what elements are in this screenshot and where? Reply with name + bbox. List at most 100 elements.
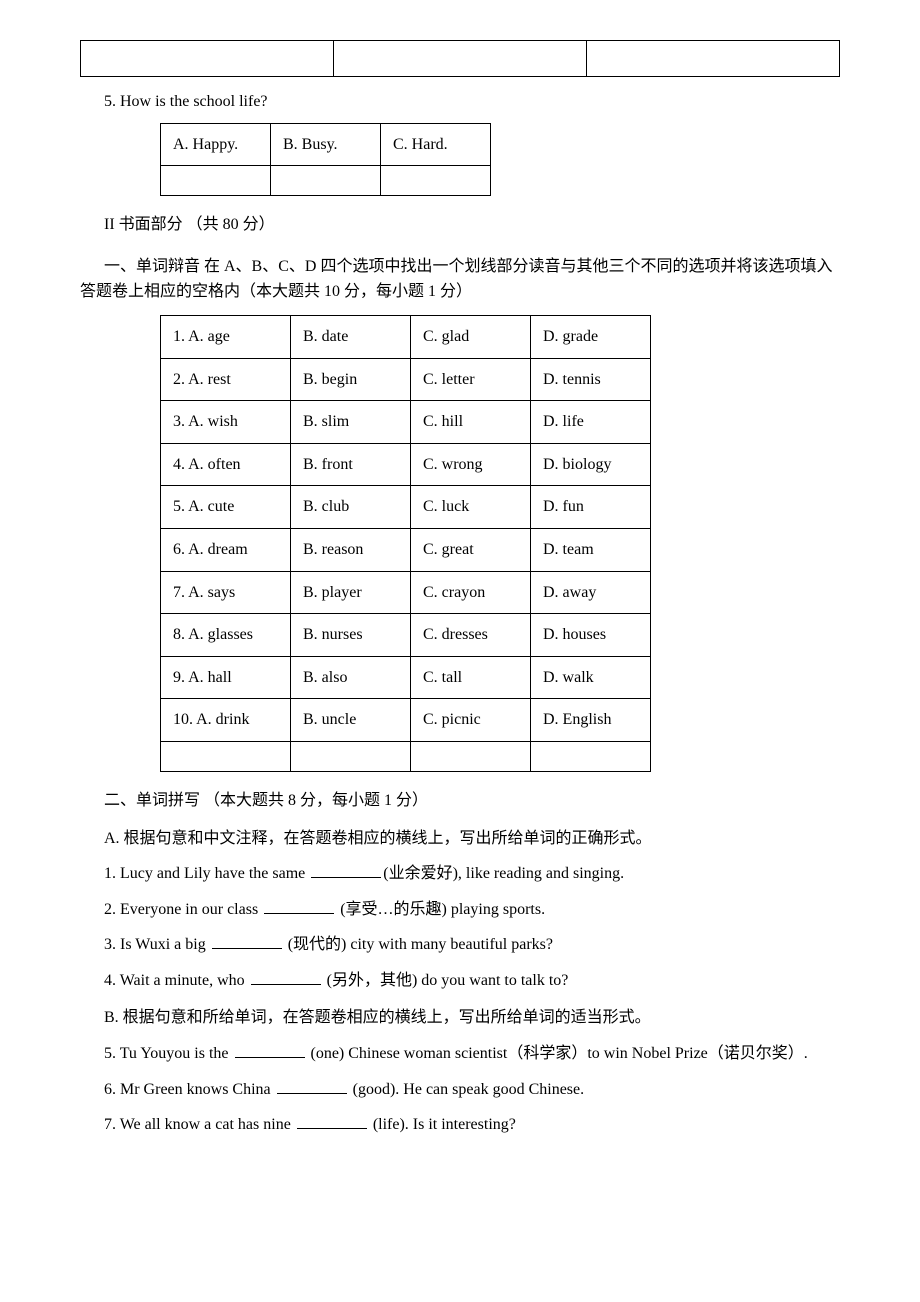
phonics-cell: B. club	[291, 486, 411, 529]
q5-text: 5. How is the school life?	[104, 89, 840, 115]
q5-option-a: A. Happy.	[161, 123, 271, 166]
table-row: 1. A. age B. date C. glad D. grade	[161, 315, 651, 358]
phonics-section-title: 一、单词辩音 在 A、B、C、D 四个选项中找出一个划线部分读音与其他三个不同的…	[80, 254, 840, 305]
phonics-cell: C. picnic	[411, 699, 531, 742]
phonics-cell: B. also	[291, 656, 411, 699]
empty-cell	[161, 741, 291, 771]
phonics-table: 1. A. age B. date C. glad D. grade 2. A.…	[160, 315, 651, 772]
q4-part-a: 4. Wait a minute, who	[104, 972, 249, 989]
q5-options-table: A. Happy. B. Busy. C. Hard.	[160, 123, 491, 197]
empty-cell	[531, 741, 651, 771]
empty-cell	[411, 741, 531, 771]
phonics-cell: D. life	[531, 401, 651, 444]
phonics-cell: C. tall	[411, 656, 531, 699]
section2-title: II 书面部分 （共 80 分）	[104, 212, 840, 238]
phonics-cell: 5. A. cute	[161, 486, 291, 529]
q6-part-a: 6. Mr Green knows China	[104, 1081, 275, 1098]
phonics-cell: C. great	[411, 528, 531, 571]
phonics-cell: D. English	[531, 699, 651, 742]
phonics-cell: 10. A. drink	[161, 699, 291, 742]
phonics-cell: 3. A. wish	[161, 401, 291, 444]
q5-option-c: C. Hard.	[381, 123, 491, 166]
phonics-cell: B. date	[291, 315, 411, 358]
phonics-cell: 1. A. age	[161, 315, 291, 358]
top-empty-table	[80, 40, 840, 77]
phonics-cell: D. away	[531, 571, 651, 614]
phonics-cell: D. grade	[531, 315, 651, 358]
phonics-cell: D. biology	[531, 443, 651, 486]
q1-part-b: (业余爱好), like reading and singing.	[383, 865, 624, 882]
phonics-cell: B. slim	[291, 401, 411, 444]
phonics-cell: D. walk	[531, 656, 651, 699]
table-row: 4. A. often B. front C. wrong D. biology	[161, 443, 651, 486]
empty-cell	[81, 41, 334, 77]
q5-option-b: B. Busy.	[271, 123, 381, 166]
empty-cell	[381, 166, 491, 196]
phonics-cell: C. luck	[411, 486, 531, 529]
phonics-cell: B. reason	[291, 528, 411, 571]
q7-part-b: (life). Is it interesting?	[369, 1116, 516, 1133]
spelling-q1: 1. Lucy and Lily have the same (业余爱好), l…	[104, 861, 840, 887]
spelling-q4: 4. Wait a minute, who (另外，其他) do you wan…	[104, 968, 840, 994]
table-row: 10. A. drink B. uncle C. picnic D. Engli…	[161, 699, 651, 742]
spelling-section-title: 二、单词拼写 （本大题共 8 分，每小题 1 分）	[104, 788, 840, 814]
empty-cell	[271, 166, 381, 196]
table-row: 2. A. rest B. begin C. letter D. tennis	[161, 358, 651, 401]
phonics-cell: D. fun	[531, 486, 651, 529]
q5-part-a: 5. Tu Youyou is the	[104, 1045, 233, 1062]
table-row: 9. A. hall B. also C. tall D. walk	[161, 656, 651, 699]
spelling-q3: 3. Is Wuxi a big (现代的) city with many be…	[104, 932, 840, 958]
phonics-cell: C. dresses	[411, 614, 531, 657]
phonics-cell: B. begin	[291, 358, 411, 401]
blank[interactable]	[251, 984, 321, 985]
phonics-cell: D. team	[531, 528, 651, 571]
blank[interactable]	[212, 948, 282, 949]
phonics-cell: 6. A. dream	[161, 528, 291, 571]
phonics-cell: 7. A. says	[161, 571, 291, 614]
empty-cell	[587, 41, 840, 77]
blank[interactable]	[311, 877, 381, 878]
spelling-q2: 2. Everyone in our class (享受…的乐趣) playin…	[104, 897, 840, 923]
phonics-cell: C. glad	[411, 315, 531, 358]
blank[interactable]	[277, 1093, 347, 1094]
spelling-sub-a: A. 根据句意和中文注释，在答题卷相应的横线上，写出所给单词的正确形式。	[104, 826, 840, 852]
phonics-cell: C. hill	[411, 401, 531, 444]
phonics-cell: 2. A. rest	[161, 358, 291, 401]
table-row: 6. A. dream B. reason C. great D. team	[161, 528, 651, 571]
q6-part-b: (good). He can speak good Chinese.	[349, 1081, 585, 1098]
q4-part-b: (另外，其他) do you want to talk to?	[323, 972, 569, 989]
spelling-q6: 6. Mr Green knows China (good). He can s…	[104, 1077, 840, 1103]
q1-part-a: 1. Lucy and Lily have the same	[104, 865, 309, 882]
phonics-cell: B. nurses	[291, 614, 411, 657]
q2-part-a: 2. Everyone in our class	[104, 901, 262, 918]
phonics-cell: 9. A. hall	[161, 656, 291, 699]
q3-part-b: (现代的) city with many beautiful parks?	[284, 936, 553, 953]
phonics-cell: C. letter	[411, 358, 531, 401]
table-row: 8. A. glasses B. nurses C. dresses D. ho…	[161, 614, 651, 657]
empty-cell	[334, 41, 587, 77]
table-row: 7. A. says B. player C. crayon D. away	[161, 571, 651, 614]
phonics-cell: B. uncle	[291, 699, 411, 742]
phonics-cell: 8. A. glasses	[161, 614, 291, 657]
q2-part-b: (享受…的乐趣) playing sports.	[336, 901, 545, 918]
blank[interactable]	[297, 1128, 367, 1129]
phonics-cell: D. tennis	[531, 358, 651, 401]
phonics-cell: B. player	[291, 571, 411, 614]
spelling-q7: 7. We all know a cat has nine (life). Is…	[104, 1112, 840, 1138]
phonics-cell: C. wrong	[411, 443, 531, 486]
q3-part-a: 3. Is Wuxi a big	[104, 936, 210, 953]
table-row	[161, 741, 651, 771]
table-row: 5. A. cute B. club C. luck D. fun	[161, 486, 651, 529]
blank[interactable]	[264, 913, 334, 914]
blank[interactable]	[235, 1057, 305, 1058]
spelling-q5: 5. Tu Youyou is the (one) Chinese woman …	[104, 1041, 840, 1067]
empty-cell	[161, 166, 271, 196]
phonics-cell: 4. A. often	[161, 443, 291, 486]
q7-part-a: 7. We all know a cat has nine	[104, 1116, 295, 1133]
phonics-cell: D. houses	[531, 614, 651, 657]
spelling-sub-b: B. 根据句意和所给单词，在答题卷相应的横线上，写出所给单词的适当形式。	[104, 1005, 840, 1031]
table-row: 3. A. wish B. slim C. hill D. life	[161, 401, 651, 444]
q5-part-b: (one) Chinese woman scientist（科学家）to win…	[307, 1045, 808, 1062]
empty-cell	[291, 741, 411, 771]
phonics-cell: C. crayon	[411, 571, 531, 614]
